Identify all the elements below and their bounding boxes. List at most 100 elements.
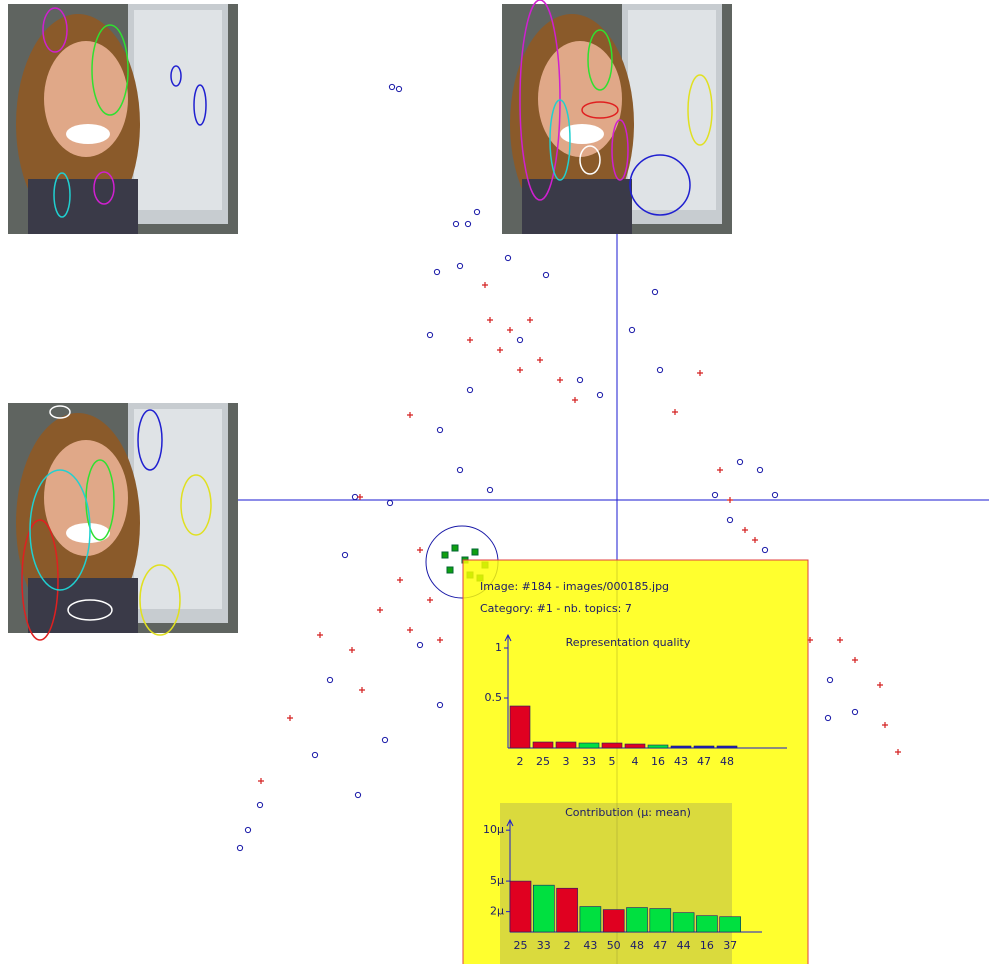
point bbox=[672, 409, 678, 415]
point bbox=[456, 262, 464, 270]
x-tick-label: 50 bbox=[607, 939, 621, 952]
x-tick-label: 16 bbox=[651, 755, 665, 768]
point bbox=[354, 791, 362, 799]
thumbnail-regions bbox=[21, 405, 212, 641]
point bbox=[466, 386, 474, 394]
bar bbox=[509, 705, 531, 749]
point bbox=[473, 208, 481, 216]
bar bbox=[556, 887, 578, 933]
point bbox=[497, 347, 503, 353]
point bbox=[236, 844, 244, 852]
x-tick-label: 3 bbox=[563, 755, 570, 768]
point bbox=[381, 736, 389, 744]
point bbox=[736, 458, 744, 466]
bar bbox=[647, 744, 669, 749]
bar bbox=[555, 741, 577, 749]
point bbox=[349, 647, 355, 653]
bar bbox=[579, 906, 602, 933]
bar bbox=[578, 742, 600, 749]
point bbox=[446, 566, 454, 574]
thumbnail-regions bbox=[519, 0, 713, 216]
point bbox=[507, 327, 513, 333]
bar bbox=[532, 741, 554, 749]
x-tick-label: 47 bbox=[653, 939, 667, 952]
x-tick-label: 25 bbox=[514, 939, 528, 952]
bar bbox=[719, 916, 742, 933]
bar bbox=[672, 912, 695, 933]
point bbox=[726, 516, 734, 524]
point bbox=[427, 597, 433, 603]
point bbox=[516, 336, 524, 344]
x-tick-label: 47 bbox=[697, 755, 711, 768]
point bbox=[517, 367, 523, 373]
point bbox=[576, 376, 584, 384]
point bbox=[426, 331, 434, 339]
bar bbox=[509, 880, 532, 933]
point bbox=[851, 708, 859, 716]
point bbox=[482, 282, 488, 288]
point bbox=[487, 317, 493, 323]
y-tick-label: 1 bbox=[495, 641, 502, 654]
point bbox=[486, 486, 494, 494]
x-tick-label: 33 bbox=[537, 939, 551, 952]
point bbox=[386, 499, 394, 507]
point bbox=[504, 254, 512, 262]
chart-title: Contribution (µ: mean) bbox=[565, 806, 691, 819]
point bbox=[895, 749, 901, 755]
point bbox=[441, 551, 449, 559]
point bbox=[697, 370, 703, 376]
point bbox=[877, 682, 883, 688]
thumbnail bbox=[8, 403, 238, 633]
point bbox=[456, 466, 464, 474]
point bbox=[287, 715, 293, 721]
point bbox=[761, 546, 769, 554]
point bbox=[417, 547, 423, 553]
point bbox=[771, 491, 779, 499]
point bbox=[628, 326, 636, 334]
bar bbox=[716, 745, 738, 749]
x-tick-label: 25 bbox=[536, 755, 550, 768]
x-tick-label: 48 bbox=[720, 755, 734, 768]
bar bbox=[624, 743, 646, 749]
y-tick-label: 2µ bbox=[490, 905, 504, 918]
point bbox=[756, 466, 764, 474]
bar bbox=[532, 884, 555, 933]
point bbox=[407, 627, 413, 633]
thumbnail-regions bbox=[42, 7, 207, 218]
point bbox=[711, 491, 719, 499]
point bbox=[395, 85, 403, 93]
point bbox=[656, 366, 664, 374]
tooltip-thumbnail bbox=[500, 803, 732, 964]
point bbox=[452, 220, 460, 228]
point bbox=[572, 397, 578, 403]
bar bbox=[670, 745, 692, 749]
bar bbox=[601, 742, 623, 749]
x-tick-label: 43 bbox=[674, 755, 688, 768]
bar bbox=[649, 908, 672, 933]
point bbox=[341, 551, 349, 559]
point bbox=[451, 544, 459, 552]
x-tick-label: 2 bbox=[517, 755, 524, 768]
tooltip-category: Category: #1 - nb. topics: 7 bbox=[480, 602, 632, 615]
point bbox=[326, 676, 334, 684]
axis-arrow bbox=[506, 818, 514, 827]
point bbox=[244, 826, 252, 834]
x-tick-label: 48 bbox=[630, 939, 644, 952]
point bbox=[852, 657, 858, 663]
point bbox=[416, 641, 424, 649]
point bbox=[826, 676, 834, 684]
point bbox=[437, 637, 443, 643]
point bbox=[882, 722, 888, 728]
bar bbox=[696, 915, 718, 933]
point bbox=[407, 412, 413, 418]
point bbox=[467, 337, 473, 343]
x-tick-label: 16 bbox=[700, 939, 714, 952]
point bbox=[464, 220, 472, 228]
point bbox=[537, 357, 543, 363]
point bbox=[742, 527, 748, 533]
y-tick-label: 0.5 bbox=[485, 691, 503, 704]
x-tick-label: 44 bbox=[677, 939, 691, 952]
x-tick-label: 5 bbox=[609, 755, 616, 768]
point bbox=[651, 288, 659, 296]
